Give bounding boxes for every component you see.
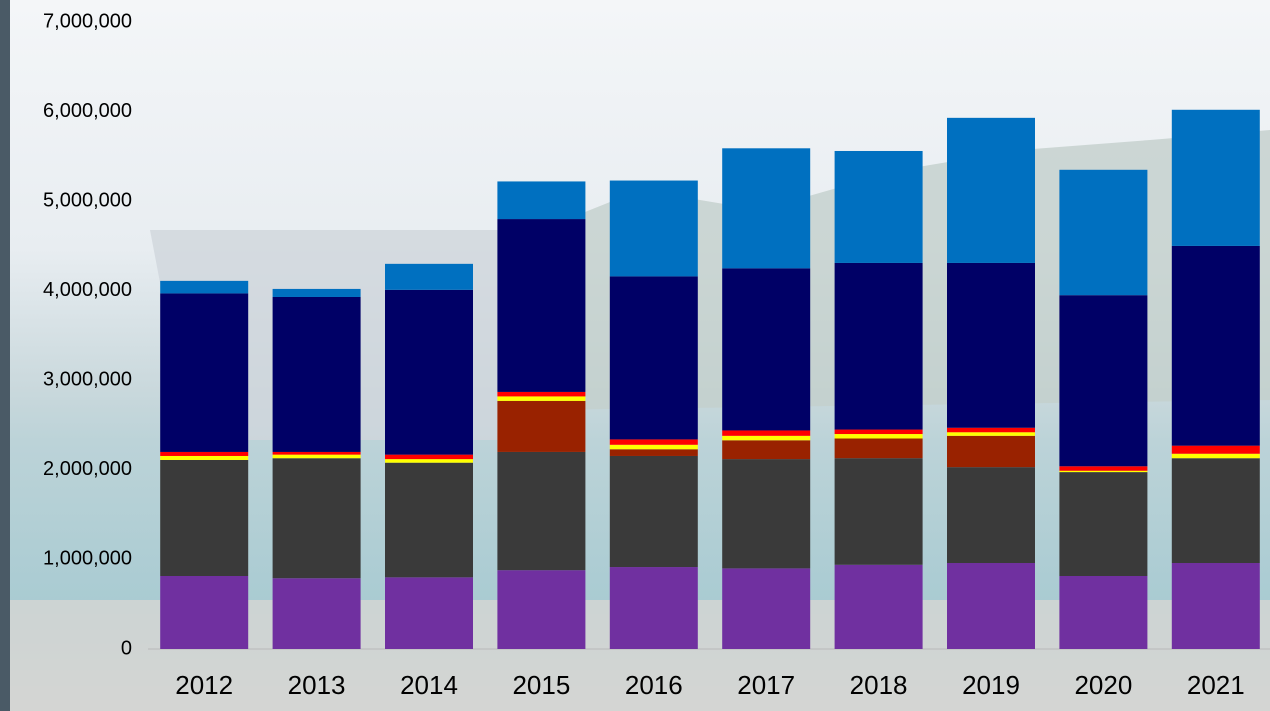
bar-segment [722, 430, 810, 435]
bar-segment [947, 467, 1035, 563]
bar-segment [497, 392, 585, 396]
bar-segment [385, 290, 473, 455]
bar-segment [497, 401, 585, 452]
bar-segment [1172, 110, 1260, 246]
bar-segment [273, 297, 361, 452]
bar-segment [722, 268, 810, 430]
bar-segment [835, 458, 923, 565]
x-tick-label: 2012 [175, 670, 233, 700]
x-tick-label: 2016 [625, 670, 683, 700]
bar-segment [1059, 170, 1147, 295]
bar-segment [385, 264, 473, 290]
bar-segment [1059, 576, 1147, 649]
bar-segment [947, 563, 1035, 649]
bar-segment [835, 263, 923, 430]
x-tick-label: 2018 [850, 670, 908, 700]
bar-segment [497, 181, 585, 219]
bar-segment [1059, 466, 1147, 470]
bar-segment [835, 439, 923, 459]
y-tick-label: 7,000,000 [43, 10, 132, 32]
bar-segment [497, 396, 585, 400]
bar-segment [160, 293, 248, 452]
bar-segment [497, 570, 585, 649]
x-tick-label: 2015 [512, 670, 570, 700]
bar-segment [722, 459, 810, 568]
x-tick-label: 2014 [400, 670, 458, 700]
bar-segment [722, 440, 810, 459]
bar-segment [273, 458, 361, 578]
x-tick-label: 2013 [288, 670, 346, 700]
bar-segment [835, 430, 923, 434]
bar-segment [610, 439, 698, 444]
bar-segment [497, 219, 585, 392]
bar-segment [1172, 246, 1260, 446]
bar-segment [722, 568, 810, 649]
bar-segment [947, 428, 1035, 432]
bar-segment [610, 276, 698, 439]
bar-segment [160, 576, 248, 649]
bar-segment [835, 151, 923, 263]
y-tick-label: 4,000,000 [43, 279, 132, 301]
bar-segment [273, 289, 361, 297]
bar-segment [610, 456, 698, 567]
bar-segment [610, 567, 698, 649]
bar-segment [160, 456, 248, 460]
bar-segment [160, 281, 248, 294]
bar-segment [1059, 472, 1147, 576]
bar-segment [947, 436, 1035, 467]
page: {"chart_data": {"type": "stacked-bar", "… [0, 0, 1270, 711]
bar-segment [385, 455, 473, 459]
bar-segment [610, 449, 698, 456]
bar-segment [610, 445, 698, 449]
bar-segment [1172, 563, 1260, 649]
bar-segment [947, 263, 1035, 428]
bar-segment [497, 452, 585, 570]
chart: 0 1,000,000 2,000,000 3,000,000 4,000,000 5,0… [0, 0, 1270, 711]
y-tick-label: 1,000,000 [43, 548, 132, 570]
bar-segment [947, 118, 1035, 263]
bar-segment [610, 181, 698, 277]
bar-segment [160, 452, 248, 456]
bar-segment [835, 434, 923, 438]
bar-segment [273, 578, 361, 649]
y-tick-label: 2,000,000 [43, 458, 132, 480]
bar-segment [947, 432, 1035, 436]
bar-segment [273, 455, 361, 459]
bar-segment [160, 460, 248, 576]
bar-segment [1059, 471, 1147, 472]
bar-segment [1172, 446, 1260, 454]
x-tick-label: 2017 [737, 670, 795, 700]
bar-segment [1172, 454, 1260, 458]
x-tick-label: 2021 [1187, 670, 1245, 700]
y-tick-label: 6,000,000 [43, 100, 132, 122]
bar-segment [835, 565, 923, 649]
bar-segment [722, 436, 810, 440]
y-tick-label: 5,000,000 [43, 189, 132, 211]
y-tick-label: 0 [121, 637, 132, 659]
y-tick-label: 3,000,000 [43, 369, 132, 391]
bar-segment [1059, 295, 1147, 466]
bar-segment [722, 148, 810, 268]
x-tick-label: 2020 [1074, 670, 1132, 700]
bar-segment [385, 577, 473, 649]
bar-segment [1172, 458, 1260, 563]
bar-segment [385, 463, 473, 578]
bar-segment [273, 452, 361, 455]
x-tick-label: 2019 [962, 670, 1020, 700]
bar-segment [385, 459, 473, 463]
